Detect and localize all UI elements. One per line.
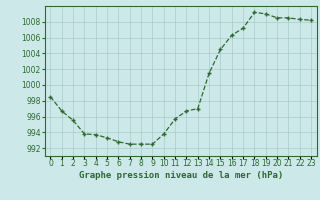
X-axis label: Graphe pression niveau de la mer (hPa): Graphe pression niveau de la mer (hPa)	[79, 171, 283, 180]
